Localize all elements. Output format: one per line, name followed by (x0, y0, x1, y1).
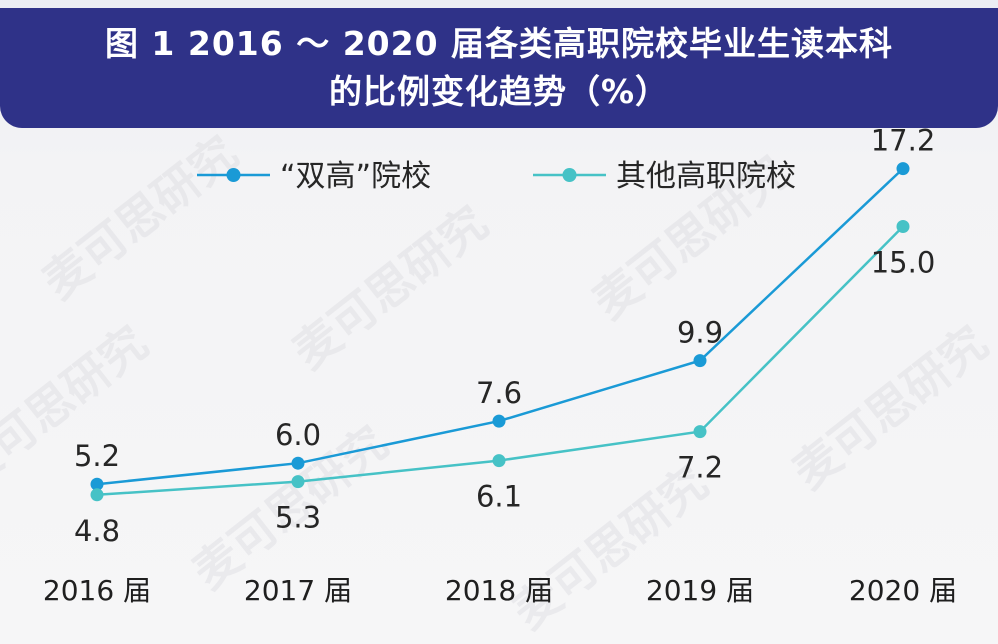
series-1-point (896, 162, 910, 176)
legend-marker (226, 168, 241, 182)
series-1-data-label: 6.0 (275, 418, 321, 452)
series-1-data-label: 9.9 (677, 316, 723, 350)
legend-label: 其他高职院校 (616, 159, 796, 194)
series-2-data-label: 15.0 (871, 246, 936, 280)
series-1-data-label: 7.6 (476, 376, 522, 410)
watermark-text: 麦可思研究 (33, 125, 247, 309)
series-2-point (492, 454, 506, 468)
series-1-data-label: 17.2 (871, 124, 936, 158)
series-1-point (693, 354, 707, 368)
series-2-data-label: 5.3 (275, 501, 321, 535)
x-tick-label: 2019 届 (646, 574, 754, 607)
series-2-point (291, 475, 305, 489)
series-2-point (693, 425, 707, 439)
watermark-text: 麦可思研究 (283, 195, 497, 379)
series-1-point (90, 477, 104, 491)
x-tick-label: 2016 届 (43, 574, 151, 607)
chart-title-line-1: 图 1 2016 ～ 2020 届各类高职院校毕业生读本科 (104, 24, 894, 63)
series-1-data-label: 5.2 (74, 439, 120, 473)
chart-title-banner: 图 1 2016 ～ 2020 届各类高职院校毕业生读本科 的比例变化趋势（%） (0, 8, 998, 128)
series-line-1 (96, 167, 904, 486)
series-2-data-label: 7.2 (677, 451, 723, 485)
series-2-data-label: 4.8 (74, 514, 120, 548)
chart-title-line-2: 的比例变化趋势（%） (328, 72, 670, 111)
series-2-point (90, 488, 104, 502)
series-1-point (492, 414, 506, 428)
x-tick-label: 2018 届 (445, 574, 553, 607)
series-1-point (291, 456, 305, 470)
legend-item: 其他高职院校 (533, 159, 796, 194)
series-2-point (896, 220, 910, 233)
legend-item: “双高”院校 (197, 159, 431, 194)
legend-label: “双高”院校 (280, 159, 431, 194)
legend-marker (562, 168, 577, 182)
watermark-text: 麦可思研究 (783, 315, 997, 499)
x-tick-label: 2020 届 (849, 574, 957, 607)
series-2-data-label: 6.1 (476, 480, 522, 514)
x-tick-label: 2017 届 (244, 574, 352, 607)
